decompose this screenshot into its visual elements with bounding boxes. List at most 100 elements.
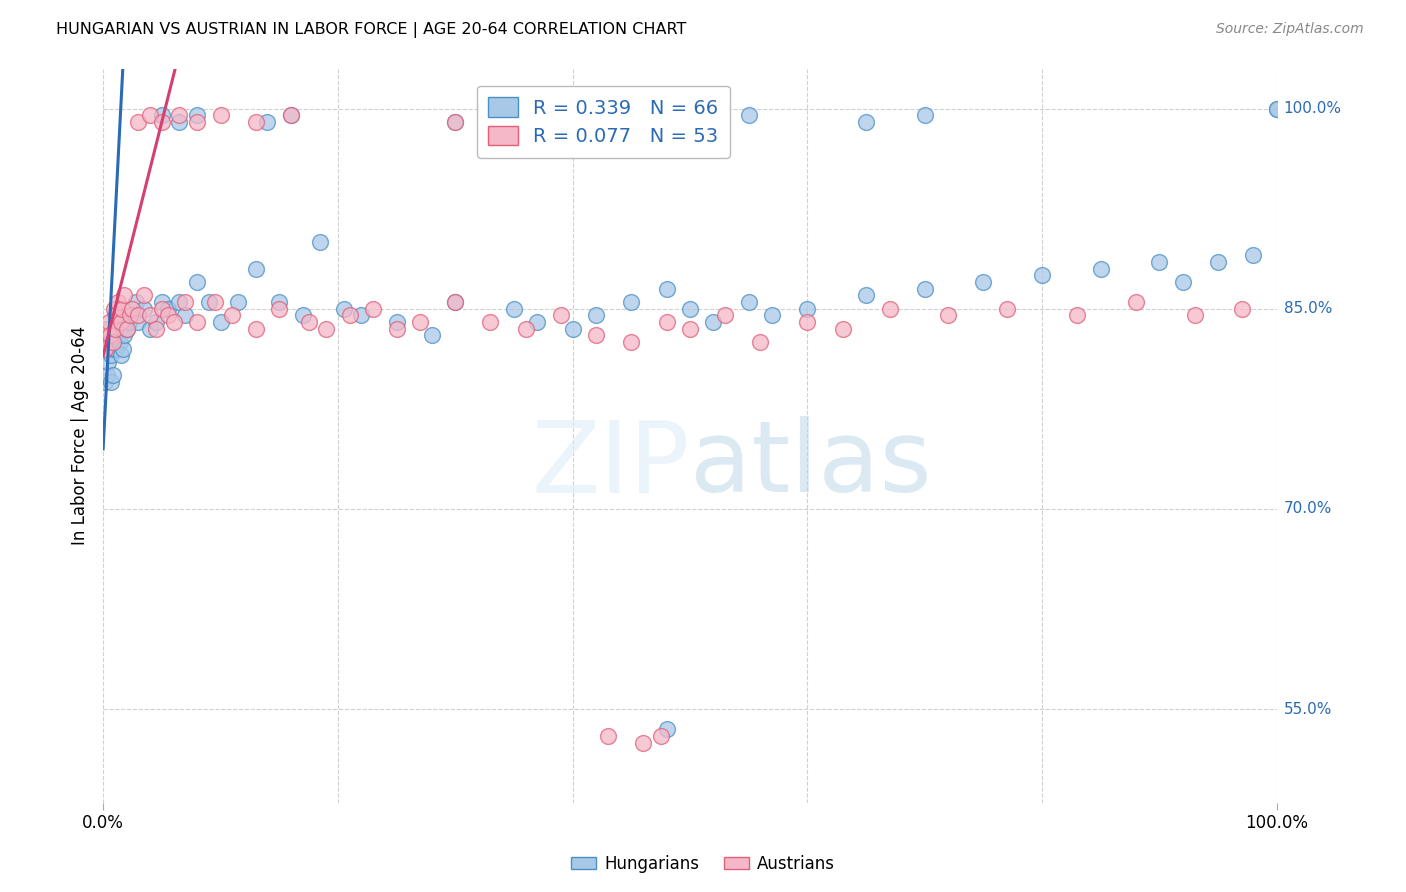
Point: [127, 115, 149, 129]
Point: [115, 322, 138, 336]
Point: [444, 295, 467, 310]
Point: [120, 309, 142, 323]
Point: [256, 115, 278, 129]
Point: [280, 108, 302, 122]
Point: [115, 322, 138, 336]
Point: [350, 309, 373, 323]
Point: [1265, 102, 1288, 116]
Point: [737, 295, 759, 310]
Point: [291, 309, 314, 323]
Point: [596, 729, 619, 743]
Point: [105, 328, 128, 343]
Point: [134, 301, 156, 316]
Point: [679, 322, 702, 336]
Point: [96, 368, 118, 383]
Point: [309, 235, 332, 249]
Point: [186, 115, 208, 129]
Text: 85.0%: 85.0%: [1284, 301, 1331, 317]
Point: [96, 322, 118, 336]
Point: [107, 295, 129, 310]
Point: [127, 309, 149, 323]
Point: [714, 309, 737, 323]
Point: [245, 115, 267, 129]
Point: [749, 335, 772, 350]
Point: [561, 322, 583, 336]
Point: [737, 108, 759, 122]
Point: [174, 295, 197, 310]
Point: [855, 288, 877, 302]
Point: [761, 309, 783, 323]
Point: [150, 115, 173, 129]
Point: [104, 309, 127, 323]
Point: [385, 315, 408, 329]
Point: [98, 322, 121, 336]
Point: [94, 375, 117, 389]
Point: [245, 322, 267, 336]
Y-axis label: In Labor Force | Age 20-64: In Labor Force | Age 20-64: [72, 326, 89, 545]
Point: [479, 315, 502, 329]
Point: [139, 108, 162, 122]
Point: [150, 295, 173, 310]
Point: [1090, 261, 1112, 276]
Point: [1031, 268, 1053, 283]
Point: [186, 315, 208, 329]
Point: [111, 301, 134, 316]
Point: [855, 115, 877, 129]
Point: [105, 342, 128, 356]
Point: [914, 282, 936, 296]
Point: [97, 355, 120, 369]
Point: [444, 295, 467, 310]
Point: [118, 315, 141, 329]
Point: [1230, 301, 1253, 316]
Point: [679, 301, 702, 316]
Point: [111, 322, 134, 336]
Point: [103, 301, 125, 316]
Point: [186, 275, 208, 289]
Point: [269, 295, 291, 310]
Point: [107, 315, 129, 329]
Point: [221, 309, 243, 323]
Point: [1125, 295, 1147, 310]
Point: [339, 309, 361, 323]
Point: [1241, 248, 1264, 262]
Point: [620, 295, 643, 310]
Point: [98, 328, 121, 343]
Point: [361, 301, 384, 316]
Point: [245, 261, 267, 276]
Point: [831, 322, 853, 336]
Point: [297, 315, 319, 329]
Point: [100, 349, 122, 363]
Point: [204, 295, 226, 310]
Point: [110, 349, 132, 363]
Point: [108, 335, 131, 350]
Point: [101, 335, 124, 350]
Point: [420, 328, 443, 343]
Point: [94, 342, 117, 356]
Point: [112, 342, 135, 356]
Point: [98, 335, 121, 350]
Point: [409, 315, 432, 329]
Point: [655, 282, 678, 296]
Point: [110, 315, 132, 329]
Point: [1206, 255, 1229, 269]
Legend: Hungarians, Austrians: Hungarians, Austrians: [564, 848, 842, 880]
Point: [315, 322, 337, 336]
Text: 70.0%: 70.0%: [1284, 501, 1331, 516]
Point: [197, 295, 219, 310]
Point: [112, 288, 135, 302]
Point: [526, 315, 548, 329]
Point: [125, 295, 148, 310]
Point: [1265, 102, 1288, 116]
Point: [1149, 255, 1171, 269]
Point: [269, 301, 291, 316]
Point: [796, 315, 818, 329]
Point: [186, 108, 208, 122]
Point: [631, 735, 654, 749]
Point: [156, 301, 179, 316]
Point: [515, 108, 537, 122]
Text: Source: ZipAtlas.com: Source: ZipAtlas.com: [1216, 22, 1364, 37]
Point: [332, 301, 354, 316]
Text: atlas: atlas: [690, 417, 932, 514]
Point: [98, 342, 121, 356]
Text: ZIP: ZIP: [531, 417, 690, 514]
